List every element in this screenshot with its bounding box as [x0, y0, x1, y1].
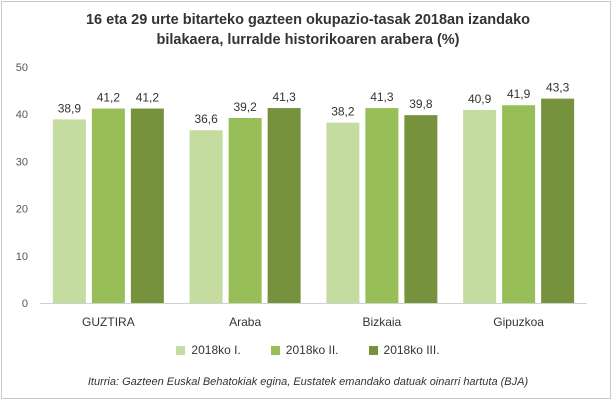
data-label: 39,2 [233, 100, 257, 114]
data-label: 41,2 [97, 91, 121, 105]
legend-swatch-2 [270, 345, 280, 355]
legend-item-2: 2018ko II. [270, 343, 339, 357]
data-label: 36,6 [194, 112, 218, 126]
data-label: 41,2 [136, 91, 160, 105]
data-label: 39,8 [409, 97, 433, 111]
chart-title-line-1: 16 eta 29 urte bitarteko gazteen okupazi… [85, 12, 531, 28]
bar [189, 130, 223, 303]
legend-label-2: 2018ko II. [285, 343, 339, 357]
x-tick-label: Bizkaia [363, 315, 402, 329]
data-label: 43,3 [546, 81, 570, 95]
legend: 2018ko I. 2018ko II. 2018ko III. [2, 343, 612, 357]
y-tick-label: 0 [22, 298, 28, 310]
legend-item-3: 2018ko III. [368, 343, 440, 357]
legend-swatch-3 [368, 345, 378, 355]
data-label: 38,2 [331, 105, 355, 119]
bar [541, 98, 575, 304]
x-tick-label: Gipuzkoa [493, 315, 544, 329]
y-tick-label: 20 [16, 204, 28, 216]
legend-label-3: 2018ko III. [383, 343, 440, 357]
y-tick-label: 30 [16, 156, 28, 168]
bar [91, 108, 125, 303]
bar [463, 109, 497, 304]
x-tick-label: Araba [229, 315, 261, 329]
bar [404, 115, 438, 303]
data-label: 41,3 [272, 90, 296, 104]
legend-swatch-1 [176, 345, 186, 355]
bar [228, 117, 262, 303]
bar [326, 122, 360, 303]
y-tick-label: 50 [16, 62, 28, 74]
data-label: 38,9 [58, 101, 82, 115]
source-note: Iturria: Gazteen Euskal Behatokiak egina… [87, 376, 529, 388]
y-tick-label: 10 [16, 251, 28, 263]
legend-label-1: 2018ko I. [191, 343, 241, 357]
data-label: 41,9 [507, 87, 531, 101]
y-tick-label: 40 [16, 109, 28, 121]
chart-title-line-2: bilakaera, lurralde historikoaren araber… [156, 32, 460, 48]
bar [130, 108, 164, 303]
bar [365, 108, 399, 304]
data-label: 40,9 [468, 92, 492, 106]
data-label: 41,3 [370, 90, 394, 104]
x-tick-label: GUZTIRA [82, 315, 135, 329]
bar [52, 119, 86, 303]
legend-item-1: 2018ko I. [176, 343, 241, 357]
bar [267, 108, 301, 304]
bar [502, 105, 536, 304]
chart-title: 16 eta 29 urte bitarteko gazteen okupazi… [2, 10, 612, 50]
bar-chart: 0 10 20 30 40 50 38,9 41,2 41,2 GUZTIRA 36,6 39,2 41… [16, 62, 587, 329]
